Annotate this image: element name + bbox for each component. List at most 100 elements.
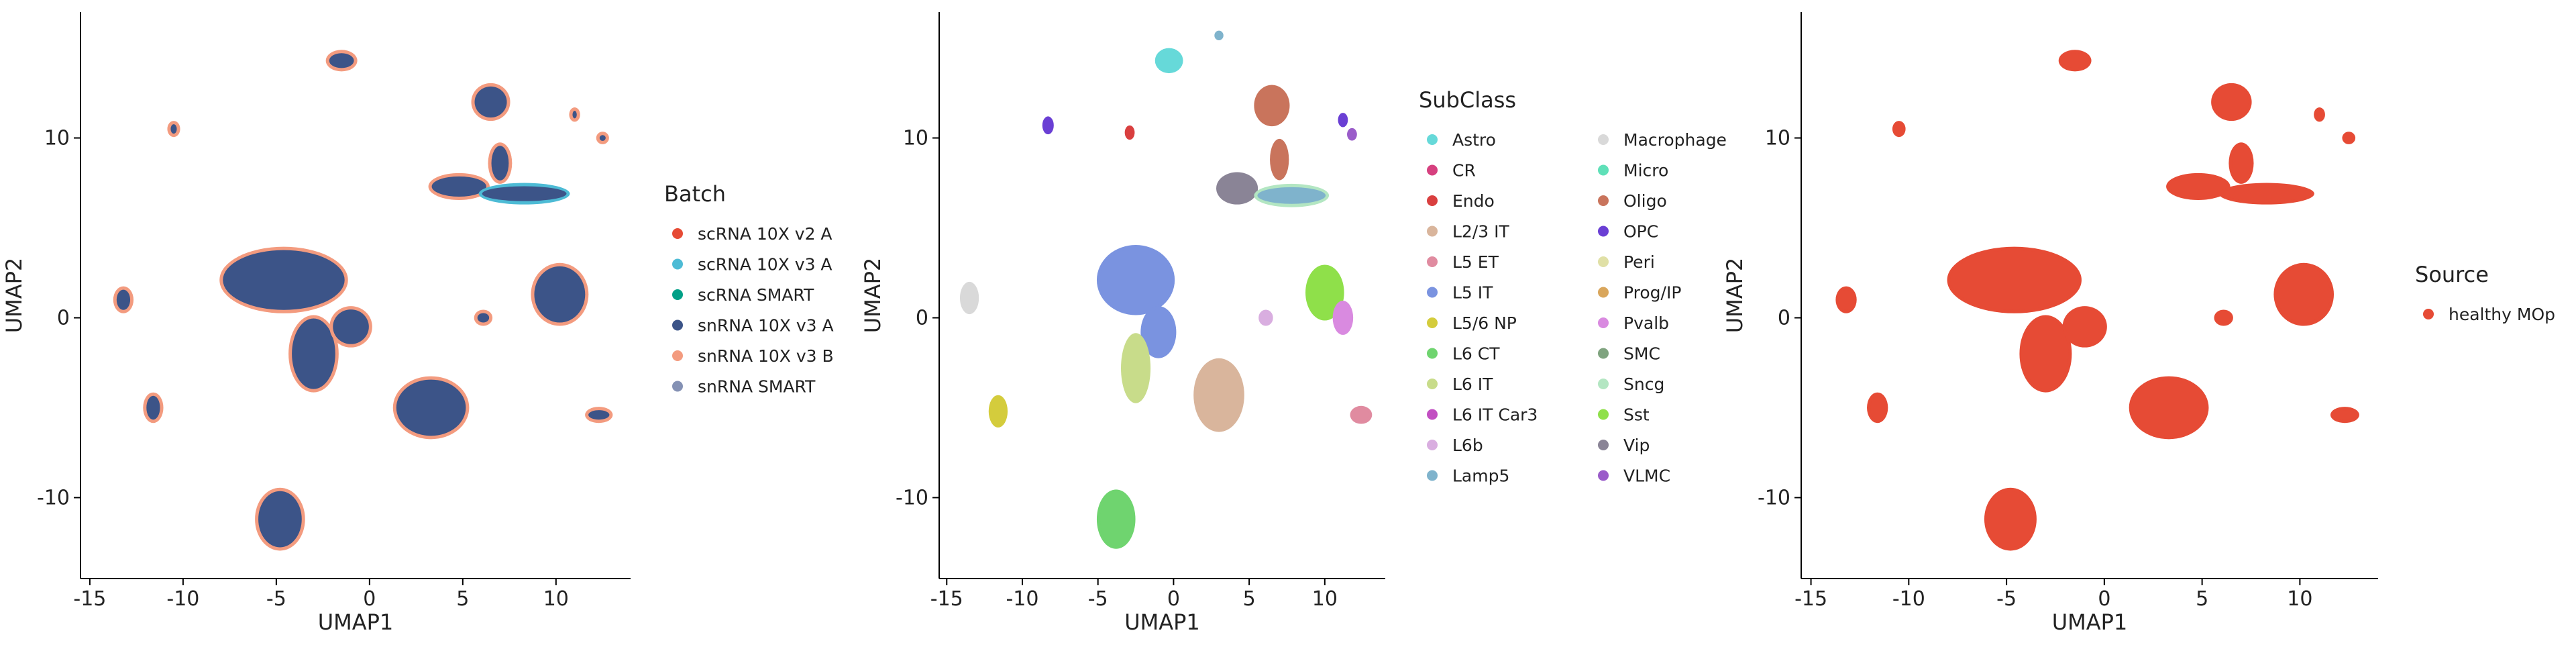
- cluster-15: [474, 309, 493, 326]
- cluster-core: [1987, 491, 2033, 548]
- legend-swatch: [1427, 226, 1438, 237]
- y-tick-label: 10: [44, 127, 70, 150]
- cluster-12: [113, 286, 134, 313]
- cluster-10: [531, 262, 589, 326]
- cluster-core: [2222, 186, 2311, 201]
- legend-item: healthy MOp: [2423, 305, 2555, 324]
- cluster-core: [1099, 248, 1172, 312]
- cluster-core: [2065, 309, 2104, 344]
- cluster-core: [2217, 313, 2230, 323]
- x-tick-label: -5: [1088, 587, 1108, 611]
- legend-swatch: [1427, 348, 1438, 359]
- x-tick-label: 5: [2196, 587, 2208, 611]
- cluster-core: [1218, 34, 1221, 38]
- cluster-core: [1124, 336, 1148, 400]
- legend-swatch: [672, 319, 683, 331]
- cluster-core: [292, 318, 335, 389]
- legend-label: scRNA 10X v2 A: [698, 224, 833, 244]
- legend-label: Sst: [1623, 405, 1650, 425]
- cluster-14: [988, 395, 1008, 428]
- legend-item: Oligo: [1598, 191, 1667, 211]
- cluster-core: [1341, 116, 1345, 124]
- cluster-core: [588, 410, 610, 420]
- legend-item: L5 IT: [1427, 283, 1493, 303]
- cluster-20: [1124, 125, 1135, 140]
- x-tick-label: -5: [266, 587, 286, 611]
- cluster-12: [1096, 489, 1136, 549]
- legend-item: VLMC: [1598, 466, 1670, 486]
- legend-item: L6b: [1427, 436, 1483, 455]
- x-axis-label: UMAP1: [1124, 609, 1200, 635]
- legend-swatch: [1598, 348, 1609, 359]
- cluster-4: [428, 172, 490, 200]
- legend-swatch: [1598, 226, 1609, 237]
- legend-label: Oligo: [1623, 191, 1667, 211]
- cluster-9: [392, 376, 470, 440]
- cluster-core: [2333, 410, 2356, 420]
- cluster-core: [258, 491, 302, 548]
- cluster-core: [1144, 309, 1173, 355]
- legend-label: Endo: [1452, 191, 1495, 211]
- cluster-6: [1096, 244, 1175, 315]
- x-axis-label: UMAP1: [2052, 609, 2128, 635]
- legend-swatch: [1427, 134, 1438, 145]
- legend-swatch: [2423, 309, 2434, 319]
- cluster-3: [1270, 138, 1289, 181]
- cluster-4: [1216, 172, 1258, 205]
- legend-label: SMC: [1623, 344, 1660, 364]
- cluster-2: [1254, 85, 1290, 127]
- legend-swatch: [1427, 409, 1438, 420]
- x-tick-label: 5: [456, 587, 469, 611]
- x-tick-label: -10: [1892, 587, 1925, 611]
- legend-label: L6 CT: [1452, 344, 1500, 364]
- legend-swatch: [1598, 470, 1609, 481]
- legend-item: Endo: [1427, 191, 1495, 211]
- x-tick-label: 0: [2098, 587, 2110, 611]
- legend-item: scRNA SMART: [672, 285, 814, 305]
- cluster-8: [2062, 306, 2107, 348]
- cluster-core: [963, 285, 976, 311]
- cluster-9: [1193, 358, 1244, 432]
- cluster-1: [2058, 50, 2092, 72]
- cluster-17: [2342, 132, 2356, 144]
- cluster-core: [2345, 135, 2353, 141]
- legend-label: L5/6 NP: [1452, 313, 1517, 333]
- legend-item: CR: [1427, 161, 1476, 181]
- legend-swatch: [672, 350, 683, 361]
- cluster-core: [2232, 146, 2251, 181]
- legend-swatch: [1427, 379, 1438, 389]
- legend-swatch: [672, 228, 683, 239]
- cluster-10: [1305, 264, 1344, 321]
- cluster-1: [325, 50, 358, 72]
- legend-item: Pvalb: [1598, 313, 1669, 333]
- cluster-core: [1336, 304, 1350, 332]
- legend-item: Lamp5: [1427, 466, 1509, 486]
- x-tick-label: 10: [2287, 587, 2312, 611]
- legend-item: scRNA 10X v3 A: [672, 255, 833, 275]
- y-axis-label: UMAP2: [1, 258, 27, 334]
- legend-label: Pvalb: [1623, 313, 1669, 333]
- cluster-core: [333, 309, 369, 344]
- cluster-core: [599, 135, 606, 141]
- legend-label: L5 IT: [1452, 283, 1493, 303]
- cluster-core: [1350, 131, 1354, 138]
- y-tick-label: 0: [1778, 306, 1790, 330]
- cluster-4: [2166, 172, 2231, 200]
- x-axis-label: UMAP1: [318, 609, 394, 635]
- cluster-core: [1197, 361, 1241, 429]
- legend-swatch: [1598, 256, 1609, 267]
- x-tick-label: 0: [363, 587, 376, 611]
- legend-label: Macrophage: [1623, 130, 1727, 150]
- y-tick-label: -10: [896, 486, 928, 509]
- cluster-core: [1045, 119, 1051, 132]
- legend-swatch: [1427, 195, 1438, 206]
- y-axis-label: UMAP2: [1722, 258, 1748, 334]
- cluster-17: [1042, 116, 1054, 135]
- cluster-core: [1895, 124, 1902, 134]
- legend-label: L5 ET: [1452, 252, 1499, 272]
- legend-label: scRNA SMART: [698, 285, 814, 305]
- cluster-core: [1309, 268, 1341, 317]
- cluster-3: [2229, 142, 2254, 184]
